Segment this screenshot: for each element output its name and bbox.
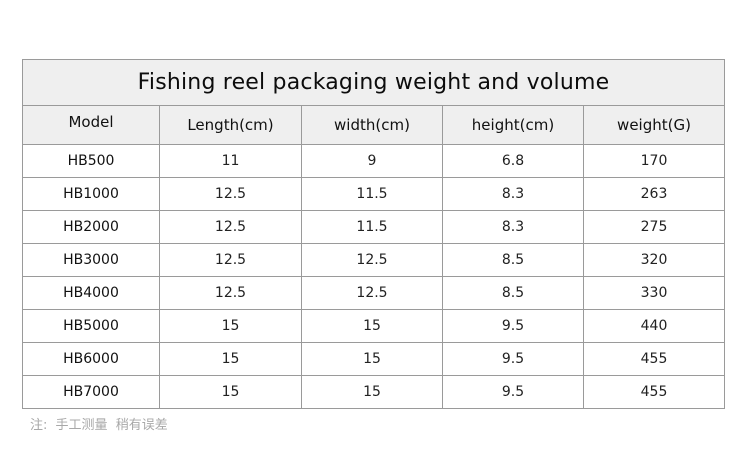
- spec-table: Fishing reel packaging weight and volume…: [22, 59, 725, 409]
- width-cell: 9: [301, 144, 443, 178]
- table-row: HB1000 12.5 11.5 8.3 263: [22, 177, 725, 211]
- weight-cell: 330: [583, 276, 725, 310]
- length-cell: 12.5: [159, 276, 302, 310]
- table-row: HB3000 12.5 12.5 8.5 320: [22, 243, 725, 277]
- width-cell: 11.5: [301, 177, 443, 211]
- width-cell: 11.5: [301, 210, 443, 244]
- table-row: HB6000 15 15 9.5 455: [22, 342, 725, 376]
- header-model: Model: [22, 105, 160, 145]
- model-cell: HB500: [22, 144, 160, 178]
- height-cell: 8.5: [442, 243, 584, 277]
- model-cell: HB3000: [22, 243, 160, 277]
- table-row: HB4000 12.5 12.5 8.5 330: [22, 276, 725, 310]
- height-cell: 9.5: [442, 375, 584, 409]
- footnote-measurement: 手工测量: [55, 418, 108, 433]
- model-cell: HB1000: [22, 177, 160, 211]
- height-cell: 8.3: [442, 210, 584, 244]
- weight-cell: 440: [583, 309, 725, 343]
- length-cell: 11: [159, 144, 302, 178]
- table-row: HB5000 15 15 9.5 440: [22, 309, 725, 343]
- weight-cell: 455: [583, 375, 725, 409]
- model-cell: HB4000: [22, 276, 160, 310]
- footnote-error-note: 稍有误差: [115, 418, 168, 433]
- header-weight: weight(G): [583, 105, 725, 145]
- model-cell: HB6000: [22, 342, 160, 376]
- length-cell: 12.5: [159, 210, 302, 244]
- table-title: Fishing reel packaging weight and volume: [22, 59, 725, 106]
- width-cell: 15: [301, 375, 443, 409]
- model-cell: HB2000: [22, 210, 160, 244]
- height-cell: 6.8: [442, 144, 584, 178]
- width-cell: 15: [301, 309, 443, 343]
- title-row: Fishing reel packaging weight and volume: [22, 59, 725, 106]
- model-cell: HB5000: [22, 309, 160, 343]
- height-cell: 8.3: [442, 177, 584, 211]
- footnote-label: 注:: [30, 418, 48, 433]
- table-row: HB500 11 9 6.8 170: [22, 144, 725, 178]
- header-height: height(cm): [442, 105, 584, 145]
- table-row: HB2000 12.5 11.5 8.3 275: [22, 210, 725, 244]
- length-cell: 12.5: [159, 177, 302, 211]
- length-cell: 15: [159, 342, 302, 376]
- weight-cell: 170: [583, 144, 725, 178]
- header-length: Length(cm): [159, 105, 302, 145]
- header-width: width(cm): [301, 105, 443, 145]
- header-row: Model Length(cm) width(cm) height(cm) we…: [22, 105, 725, 145]
- weight-cell: 263: [583, 177, 725, 211]
- height-cell: 9.5: [442, 342, 584, 376]
- length-cell: 12.5: [159, 243, 302, 277]
- weight-cell: 275: [583, 210, 725, 244]
- weight-cell: 320: [583, 243, 725, 277]
- height-cell: 9.5: [442, 309, 584, 343]
- model-cell: HB7000: [22, 375, 160, 409]
- height-cell: 8.5: [442, 276, 584, 310]
- table-row: HB7000 15 15 9.5 455: [22, 375, 725, 409]
- width-cell: 15: [301, 342, 443, 376]
- width-cell: 12.5: [301, 243, 443, 277]
- footnote: 注: 手工测量 稍有误差: [30, 414, 172, 433]
- weight-cell: 455: [583, 342, 725, 376]
- length-cell: 15: [159, 309, 302, 343]
- width-cell: 12.5: [301, 276, 443, 310]
- length-cell: 15: [159, 375, 302, 409]
